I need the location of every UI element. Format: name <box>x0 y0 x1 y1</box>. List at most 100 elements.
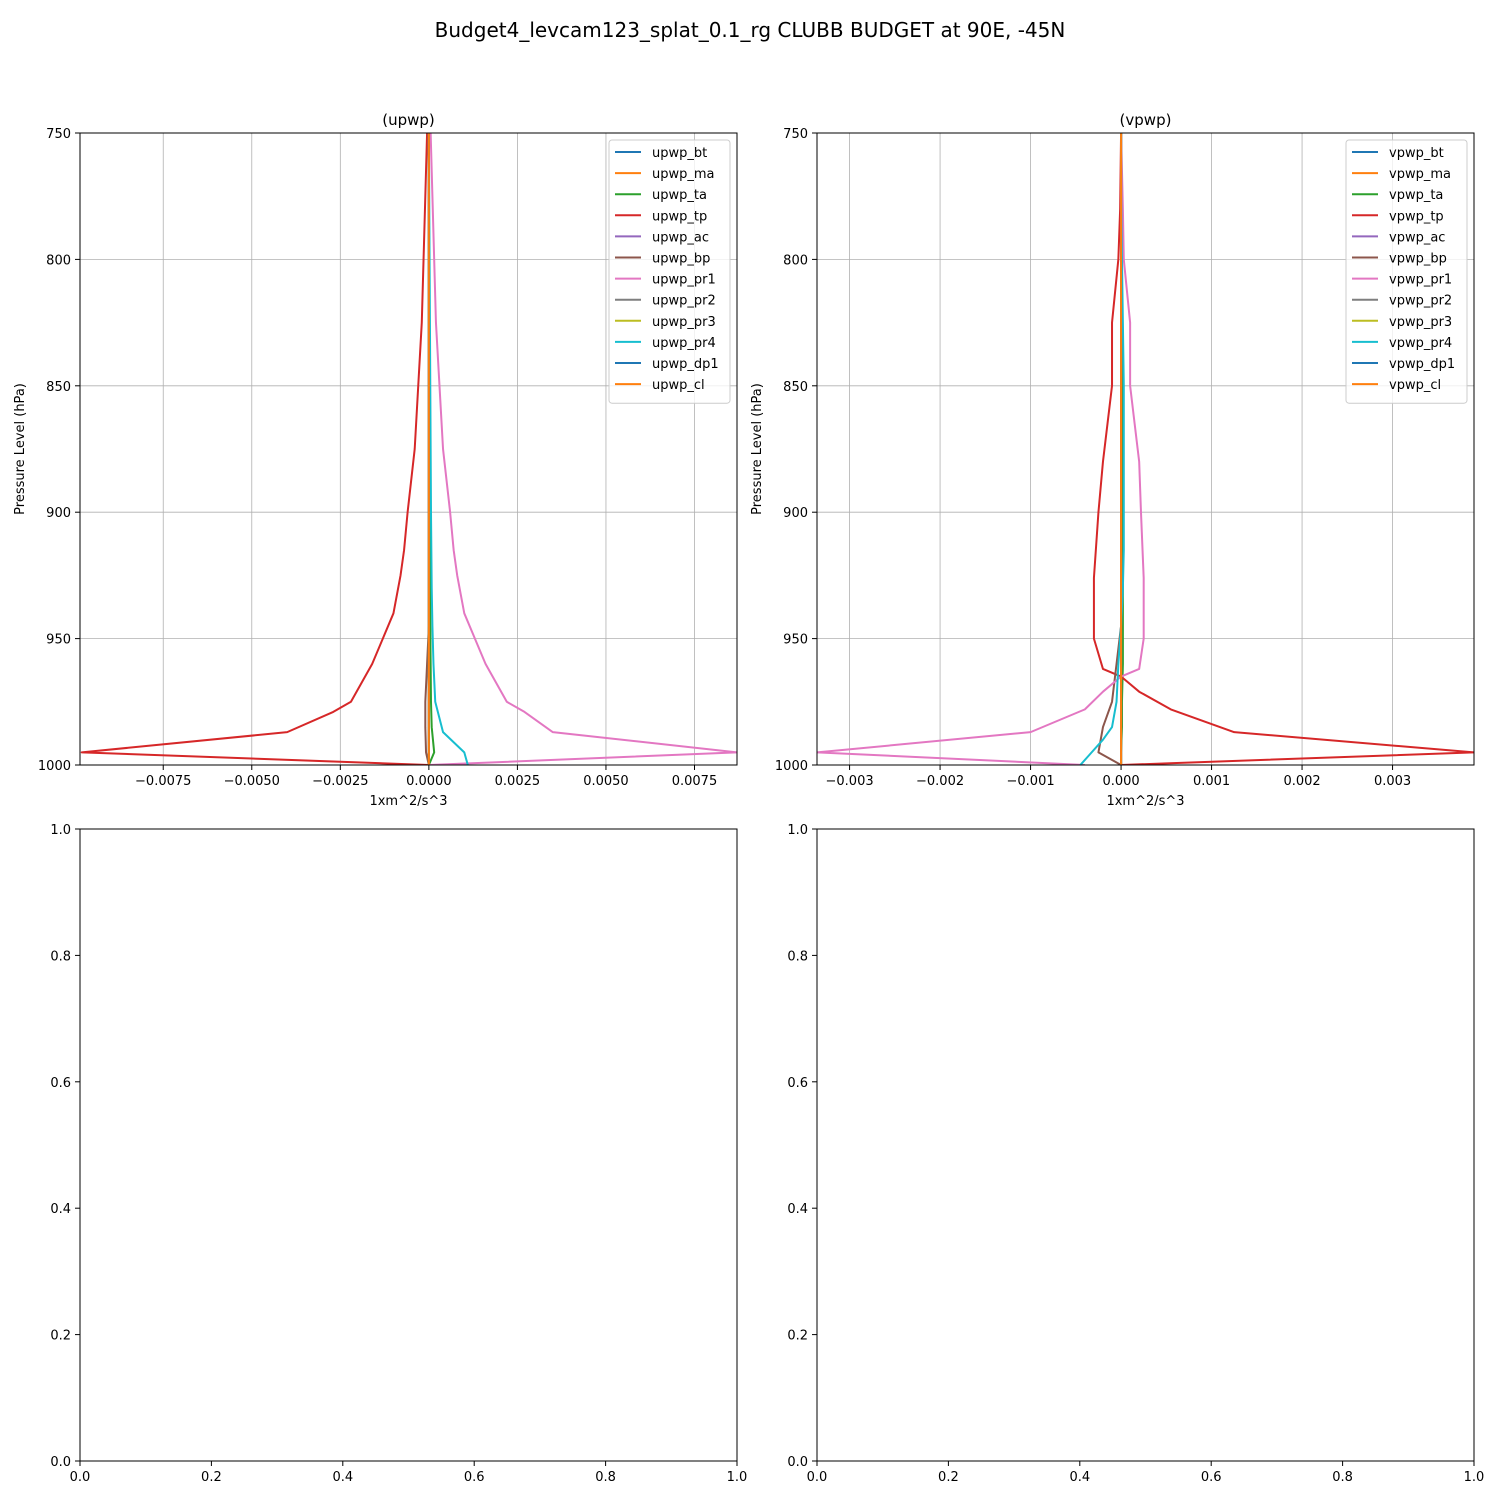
y-tick-label: 850 <box>46 380 71 395</box>
y-tick-label: 900 <box>46 506 71 521</box>
y-tick-label: 0.6 <box>787 1076 808 1091</box>
x-tick-label: −0.0050 <box>224 774 280 789</box>
legend-label-vpwp_pr4: vpwp_pr4 <box>1389 336 1452 351</box>
series-line-upwp_pr1 <box>428 133 737 765</box>
x-tick-label: 0.8 <box>595 1470 616 1485</box>
subplot-title: (upwp) <box>382 111 435 129</box>
y-tick-label: 0.8 <box>50 949 71 964</box>
y-tick-label: 900 <box>783 506 808 521</box>
x-tick-label: −0.0075 <box>135 774 191 789</box>
legend-label-vpwp_ma: vpwp_ma <box>1389 167 1451 182</box>
y-tick-label: 0.0 <box>787 1455 808 1470</box>
legend-box <box>1345 139 1468 404</box>
y-tick-label: 0.0 <box>50 1455 71 1470</box>
x-tick-label: 0.002 <box>1283 774 1320 789</box>
subplot-2: −0.003 −0.002 −0.001 0.000 0.001 0.002 0.003 75… <box>750 111 1475 809</box>
y-tick-label: 800 <box>46 253 71 268</box>
series-line-upwp_tp <box>80 133 429 765</box>
legend-label-vpwp_tp: vpwp_tp <box>1389 209 1444 224</box>
x-tick-label: 0.6 <box>1201 1470 1222 1485</box>
y-tick-label: 950 <box>46 633 71 648</box>
legend-label-vpwp_pr2: vpwp_pr2 <box>1389 294 1452 309</box>
x-tick-label: 0.2 <box>938 1470 959 1485</box>
legend-box <box>608 139 731 404</box>
x-tick-label: −0.001 <box>1007 774 1055 789</box>
subplot-title: (vpwp) <box>1120 111 1172 129</box>
x-tick-label: 0.2 <box>201 1470 222 1485</box>
y-tick-label: 1.0 <box>50 823 71 838</box>
legend: upwp_bt upwp_ma upwp_ta upwp_tp upwp_ac upwp_… <box>608 139 731 404</box>
y-tick-label: 0.4 <box>50 1202 71 1217</box>
legend-label-vpwp_dp1: vpwp_dp1 <box>1389 357 1455 372</box>
legend-label-upwp_ta: upwp_ta <box>652 188 707 203</box>
x-tick-label: 1.0 <box>1464 1470 1485 1485</box>
legend-label-upwp_cl: upwp_cl <box>652 378 705 393</box>
x-tick-label: 0.0025 <box>495 774 541 789</box>
y-tick-label: 850 <box>783 380 808 395</box>
y-tick-label: 0.6 <box>50 1076 71 1091</box>
x-tick-label: 0.8 <box>1332 1470 1353 1485</box>
x-tick-label: 0.0 <box>807 1470 828 1485</box>
legend-label-upwp_pr3: upwp_pr3 <box>652 315 716 330</box>
figure-title: Budget4_levcam123_splat_0.1_rg CLUBB BUD… <box>435 18 1066 42</box>
axes-frame <box>79 828 738 1462</box>
y-tick-label: 750 <box>46 127 71 142</box>
series-group <box>80 133 737 765</box>
series-group <box>817 133 1474 765</box>
x-tick-label: 0.4 <box>1069 1470 1090 1485</box>
legend-label-vpwp_bt: vpwp_bt <box>1389 146 1444 161</box>
legend-label-upwp_tp: upwp_tp <box>652 209 707 224</box>
legend-label-vpwp_bp: vpwp_bp <box>1389 252 1447 267</box>
legend-label-upwp_dp1: upwp_dp1 <box>652 357 719 372</box>
axes-frame <box>816 132 1475 766</box>
legend-label-vpwp_pr1: vpwp_pr1 <box>1389 273 1452 288</box>
x-tick-label: 0.003 <box>1374 774 1411 789</box>
x-tick-label: 0.0075 <box>672 774 718 789</box>
subplot-4: 0.0 0.2 0.4 0.6 0.8 1.0 0.0 0.2 0.4 0.6 0.8 1.0 <box>787 823 1484 1485</box>
legend-label-upwp_pr1: upwp_pr1 <box>652 273 716 288</box>
legend-label-vpwp_ta: vpwp_ta <box>1389 188 1443 203</box>
x-axis-label: 1xm^2/s^3 <box>369 794 447 809</box>
y-tick-label: 750 <box>783 127 808 142</box>
subplot-1: −0.0075 −0.0050 −0.0025 0.0000 0.0025 0.0050 0… <box>13 111 738 809</box>
y-axis-label: Pressure Level (hPa) <box>750 383 765 515</box>
y-axis-label: Pressure Level (hPa) <box>13 383 28 515</box>
legend-label-upwp_bp: upwp_bp <box>652 252 710 267</box>
series-line-vpwp_pr1 <box>817 133 1145 765</box>
x-tick-label: 0.6 <box>464 1470 485 1485</box>
x-tick-label: 0.0 <box>70 1470 91 1485</box>
legend-label-vpwp_cl: vpwp_cl <box>1389 378 1441 393</box>
legend-label-upwp_ma: upwp_ma <box>652 167 715 182</box>
y-tick-label: 0.8 <box>787 949 808 964</box>
axes-frame <box>816 828 1475 1462</box>
series-line-vpwp_tp <box>1092 133 1474 765</box>
legend: vpwp_bt vpwp_ma vpwp_ta vpwp_tp vpwp_ac vpwp_… <box>1345 139 1468 404</box>
x-axis-label: 1xm^2/s^3 <box>1106 794 1184 809</box>
x-tick-label: −0.002 <box>916 774 964 789</box>
legend-label-upwp_pr2: upwp_pr2 <box>652 294 716 309</box>
x-tick-label: 0.000 <box>1102 774 1139 789</box>
x-tick-label: 0.0000 <box>406 774 452 789</box>
legend-label-upwp_bt: upwp_bt <box>652 146 707 161</box>
y-tick-label: 800 <box>783 253 808 268</box>
subplot-3: 0.0 0.2 0.4 0.6 0.8 1.0 0.0 0.2 0.4 0.6 0.8 1.0 <box>50 823 747 1485</box>
y-tick-label: 950 <box>783 633 808 648</box>
y-tick-label: 1000 <box>775 759 808 774</box>
x-tick-label: −0.003 <box>826 774 874 789</box>
y-tick-label: 0.2 <box>50 1329 71 1344</box>
legend-label-upwp_ac: upwp_ac <box>652 230 709 245</box>
x-tick-label: 1.0 <box>727 1470 748 1485</box>
legend-label-vpwp_ac: vpwp_ac <box>1389 230 1445 245</box>
x-tick-label: 0.4 <box>332 1470 353 1485</box>
y-tick-label: 0.4 <box>787 1202 808 1217</box>
y-tick-label: 0.2 <box>787 1329 808 1344</box>
legend-label-vpwp_pr3: vpwp_pr3 <box>1389 315 1452 330</box>
x-tick-label: −0.0025 <box>312 774 368 789</box>
legend-label-upwp_pr4: upwp_pr4 <box>652 336 716 351</box>
y-tick-label: 1000 <box>38 759 71 774</box>
series-line-vpwp_pr4 <box>1079 133 1125 765</box>
axes-frame <box>79 132 738 766</box>
x-tick-label: 0.001 <box>1193 774 1230 789</box>
